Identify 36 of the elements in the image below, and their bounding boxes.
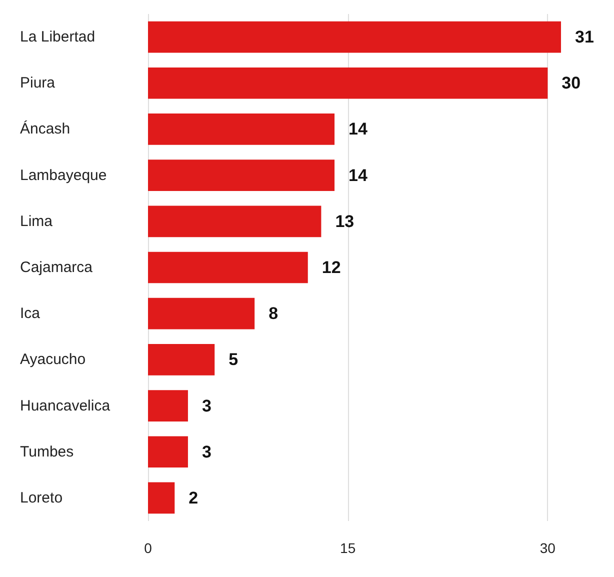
bar xyxy=(148,390,188,422)
bar xyxy=(148,436,188,468)
bar xyxy=(148,67,548,99)
y-tick-label: Ayacucho xyxy=(20,351,86,368)
y-tick-label: La Libertad xyxy=(20,28,96,46)
y-tick-label: Lima xyxy=(20,212,54,230)
bar xyxy=(148,252,308,284)
y-tick-label: Áncash xyxy=(20,120,70,138)
bar xyxy=(148,206,322,238)
data-label: 8 xyxy=(268,304,278,324)
bar xyxy=(148,482,175,514)
y-tick-label: Loreto xyxy=(20,489,63,506)
y-tick-label: Huancavelica xyxy=(20,397,111,414)
data-label: 3 xyxy=(202,396,212,416)
y-tick-label: Cajamarca xyxy=(20,259,94,276)
data-label: 3 xyxy=(202,442,212,462)
data-label: 14 xyxy=(348,120,368,139)
data-label: 31 xyxy=(575,28,594,47)
bar xyxy=(148,21,561,53)
x-tick-label: 15 xyxy=(340,540,356,556)
data-label: 12 xyxy=(322,258,341,277)
x-tick-label: 0 xyxy=(144,540,152,556)
data-label: 2 xyxy=(188,488,198,508)
y-tick-label: Tumbes xyxy=(20,443,74,460)
bar xyxy=(148,160,335,191)
y-tick-label: Ica xyxy=(20,305,41,322)
data-label: 14 xyxy=(348,166,368,185)
data-label: 13 xyxy=(335,212,354,231)
bar xyxy=(148,344,215,376)
data-label: 30 xyxy=(562,74,581,93)
bar xyxy=(148,298,255,330)
y-tick-label: Lambayeque xyxy=(20,166,107,184)
data-label: 5 xyxy=(228,350,238,370)
x-tick-label: 30 xyxy=(540,540,556,556)
bar xyxy=(148,114,335,145)
y-tick-label: Piura xyxy=(20,74,56,92)
